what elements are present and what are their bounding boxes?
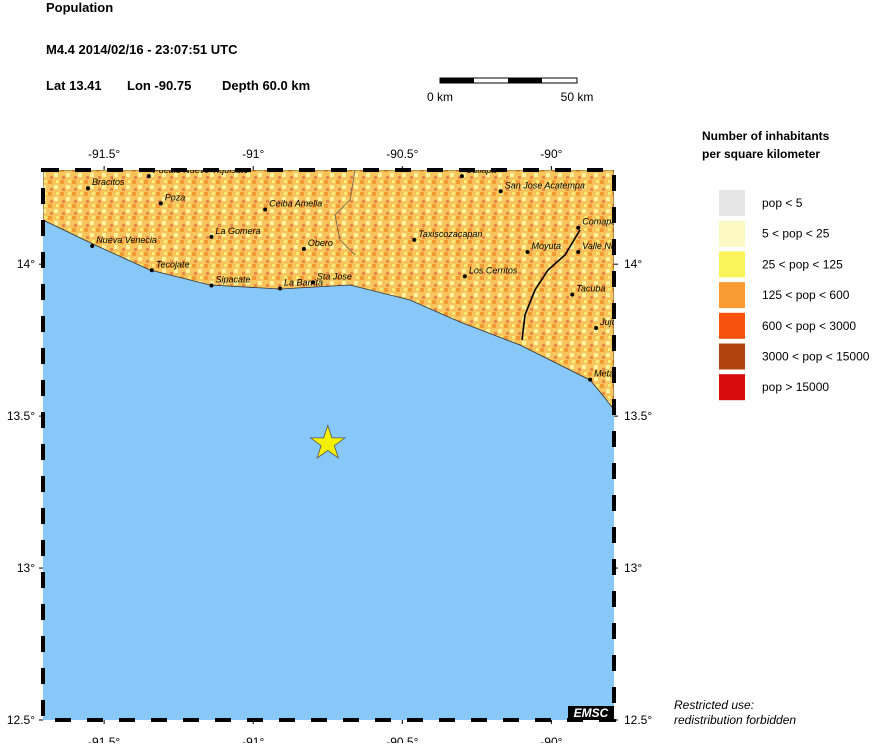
legend-title: Number of inhabitants <box>702 129 830 143</box>
town-label: Jujutla <box>599 317 626 327</box>
town-label: Tacuba <box>576 284 605 294</box>
legend-label: pop < 5 <box>762 196 803 210</box>
town-dot <box>90 243 95 248</box>
land <box>43 170 614 411</box>
lon-label: -91.5° <box>88 735 120 743</box>
depth: Depth 60.0 km <box>222 78 310 93</box>
lon-label: -90° <box>540 735 562 743</box>
town-label: Sta Jose <box>317 271 352 281</box>
country-border <box>521 229 581 341</box>
legend-swatch <box>719 251 745 278</box>
town-label: Taxiscozacapan <box>418 229 482 239</box>
lat-label: 13° <box>624 561 642 575</box>
legend-label: 600 < pop < 3000 <box>762 319 856 333</box>
legend-swatch <box>719 374 745 401</box>
lon-label: -90° <box>540 147 562 161</box>
town-label: Metalio <box>594 369 623 379</box>
town-dot <box>594 326 599 331</box>
town-dot <box>310 280 315 285</box>
town-label: Nueva Venecia <box>96 235 157 245</box>
logo: EMSC <box>574 706 609 720</box>
legend-swatch <box>719 282 745 309</box>
lat-label: 13.5° <box>7 409 35 423</box>
town-dot <box>263 207 268 212</box>
lon-label: -91.5° <box>88 147 120 161</box>
event: M4.4 2014/02/16 - 23:07:51 UTC <box>46 42 238 57</box>
town-dot <box>576 250 581 255</box>
lat-label: 14° <box>17 257 35 271</box>
lat-label: 12.5° <box>7 713 35 727</box>
town-label: La Barrita <box>284 278 323 288</box>
town-dot <box>498 189 503 194</box>
legend-label: 5 < pop < 25 <box>762 227 830 241</box>
town-label: Sipacate <box>215 274 250 284</box>
town-label: Pueblo Nuevo Tiquisate <box>153 165 248 175</box>
town-label: San Jose Acatempa <box>505 180 585 190</box>
lon-label: -90.5° <box>386 147 418 161</box>
town-dot <box>462 274 467 279</box>
town-dot <box>86 186 91 191</box>
legend-title: per square kilometer <box>702 147 820 161</box>
legend-swatch <box>719 220 745 247</box>
town-dot <box>278 286 283 291</box>
town-label: Ceiba Amelia <box>269 199 322 209</box>
town-dot <box>525 250 530 255</box>
legend-label: pop > 15000 <box>762 380 829 394</box>
lat: Lat 13.41 <box>46 78 102 93</box>
admin-border <box>334 170 356 256</box>
town-dot <box>158 201 163 206</box>
legend-label: 3000 < pop < 15000 <box>762 350 870 364</box>
lon-label: -91° <box>242 735 264 743</box>
note: redistribution forbidden <box>674 713 796 727</box>
legend-swatch <box>719 190 745 216</box>
town-label: Los Cerritos <box>469 265 518 275</box>
legend-label: 125 < pop < 600 <box>762 288 850 302</box>
epicenter <box>309 424 347 460</box>
town-label: Cuilapa <box>466 165 497 175</box>
town-label: Moyuta <box>532 241 562 251</box>
town-dot <box>301 247 306 252</box>
town-label: Tecojate <box>156 259 190 269</box>
town-dot <box>209 283 214 288</box>
lat-label: 12.5° <box>624 713 652 727</box>
town-dot <box>588 377 593 382</box>
legend-label: 25 < pop < 125 <box>762 257 843 271</box>
town-dot <box>209 234 214 239</box>
note: Restricted use: <box>674 698 754 712</box>
town-dot <box>149 268 154 273</box>
scale-end: 50 km <box>561 90 594 104</box>
legend-swatch <box>719 343 745 370</box>
town-label: Valle Nuevo <box>582 241 630 251</box>
legend-swatch <box>719 312 745 339</box>
town-label: Bracitos <box>92 177 125 187</box>
town-dot <box>146 174 151 179</box>
lon-label: -91° <box>242 147 264 161</box>
town-dot <box>412 237 417 242</box>
lon: Lon -90.75 <box>127 78 191 93</box>
logo-box <box>568 706 614 720</box>
town-dot <box>576 225 581 230</box>
town-dot <box>459 174 464 179</box>
title: Population <box>46 0 113 15</box>
scale-start: 0 km <box>427 90 453 104</box>
town-label: La Gomera <box>215 226 260 236</box>
town-label: Comapa <box>582 217 616 227</box>
town-label: Poza <box>165 192 186 202</box>
lon-label: -90.5° <box>386 735 418 743</box>
town-dot <box>570 292 575 297</box>
lat-label: 13° <box>17 561 35 575</box>
scale-bar <box>439 77 578 84</box>
frame <box>41 168 616 722</box>
town-label: Obero <box>308 238 333 248</box>
lat-label: 13.5° <box>624 409 652 423</box>
lat-label: 14° <box>624 257 642 271</box>
